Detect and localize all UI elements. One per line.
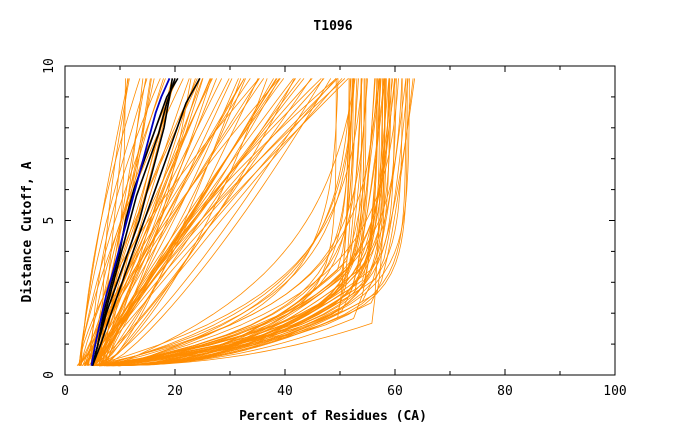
model-curve [93, 78, 230, 366]
model-curve [117, 78, 376, 367]
model-curve [106, 78, 409, 367]
model-curve [95, 78, 277, 366]
model-curve [106, 78, 351, 367]
model-curve [97, 78, 386, 367]
highlight-model-curve [91, 77, 179, 366]
x-tick-label: 20 [167, 384, 183, 399]
chart-title: T1096 [313, 19, 352, 34]
model-curve [94, 78, 204, 366]
model-curve [90, 78, 161, 366]
model-curve [81, 78, 141, 366]
model-curve [100, 78, 392, 367]
model-curve [79, 78, 166, 366]
model-curve [104, 78, 332, 367]
model-curve [111, 78, 363, 367]
y-tick-label: 0 [42, 371, 57, 379]
model-curve [85, 78, 260, 366]
model-curve [105, 78, 242, 366]
model-curve [97, 78, 294, 366]
model-curve [103, 78, 384, 367]
model-curve [114, 78, 381, 367]
model-curve [99, 78, 410, 367]
x-tick-label: 100 [603, 384, 626, 399]
model-curve [91, 78, 190, 366]
best-model-curve [90, 78, 171, 366]
model-curve [93, 78, 233, 366]
highlight-model-curve [91, 78, 174, 366]
model-curve [107, 78, 415, 367]
highlight-model-curve [91, 78, 201, 366]
x-axis-label: Percent of Residues (CA) [239, 409, 427, 424]
x-tick-label: 0 [61, 384, 69, 399]
y-tick-label: 5 [42, 217, 57, 225]
model-curve [101, 78, 268, 367]
model-curve [94, 78, 305, 366]
model-curve [88, 78, 212, 366]
model-curve [93, 78, 295, 367]
model-curve [112, 78, 356, 367]
y-tick-label: 10 [42, 58, 57, 74]
model-curve [92, 78, 363, 367]
model-curve [83, 78, 338, 366]
model-curve [91, 78, 346, 366]
model-curve [102, 78, 355, 367]
model-curve [99, 78, 325, 366]
model-curve [99, 78, 414, 367]
plot-area [76, 77, 415, 367]
model-curve [90, 78, 337, 366]
x-tick-label: 40 [277, 384, 293, 399]
y-axis-label: Distance Cutoff, A [20, 161, 35, 302]
model-curve [107, 78, 403, 367]
model-curve [112, 78, 362, 367]
x-tick-label: 80 [497, 384, 513, 399]
model-curve [97, 78, 395, 367]
model-curve [108, 78, 390, 367]
model-curve [117, 78, 390, 367]
model-curve [98, 78, 354, 367]
axis-ticks: 0 20 40 60 80 100 0 5 10 [42, 58, 627, 399]
model-curve [96, 78, 397, 367]
x-tick-label: 60 [387, 384, 403, 399]
